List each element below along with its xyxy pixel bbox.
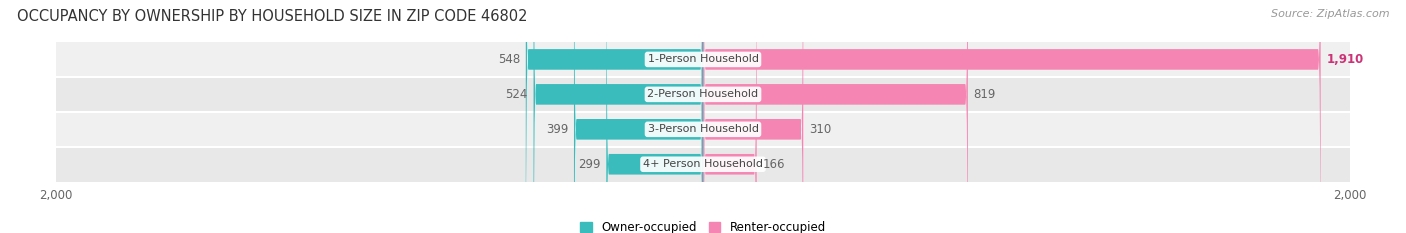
Text: 310: 310 (808, 123, 831, 136)
Text: 819: 819 (974, 88, 995, 101)
Text: 1-Person Household: 1-Person Household (648, 55, 758, 64)
Text: 299: 299 (578, 158, 600, 171)
Text: OCCUPANCY BY OWNERSHIP BY HOUSEHOLD SIZE IN ZIP CODE 46802: OCCUPANCY BY OWNERSHIP BY HOUSEHOLD SIZE… (17, 9, 527, 24)
Text: 399: 399 (546, 123, 568, 136)
FancyBboxPatch shape (703, 0, 1320, 233)
Text: 1,910: 1,910 (1326, 53, 1364, 66)
Bar (56, 77, 1350, 112)
Text: 4+ Person Household: 4+ Person Household (643, 159, 763, 169)
FancyBboxPatch shape (574, 0, 703, 233)
FancyBboxPatch shape (606, 0, 703, 233)
Text: 166: 166 (762, 158, 785, 171)
FancyBboxPatch shape (703, 0, 967, 233)
FancyBboxPatch shape (533, 0, 703, 233)
Bar (56, 112, 1350, 147)
Legend: Owner-occupied, Renter-occupied: Owner-occupied, Renter-occupied (575, 216, 831, 233)
Bar (56, 147, 1350, 182)
FancyBboxPatch shape (703, 0, 803, 233)
Text: 2-Person Household: 2-Person Household (647, 89, 759, 99)
Text: 524: 524 (505, 88, 527, 101)
Text: 548: 548 (498, 53, 520, 66)
Text: Source: ZipAtlas.com: Source: ZipAtlas.com (1271, 9, 1389, 19)
FancyBboxPatch shape (526, 0, 703, 233)
Text: 3-Person Household: 3-Person Household (648, 124, 758, 134)
FancyBboxPatch shape (703, 0, 756, 233)
Bar (56, 42, 1350, 77)
